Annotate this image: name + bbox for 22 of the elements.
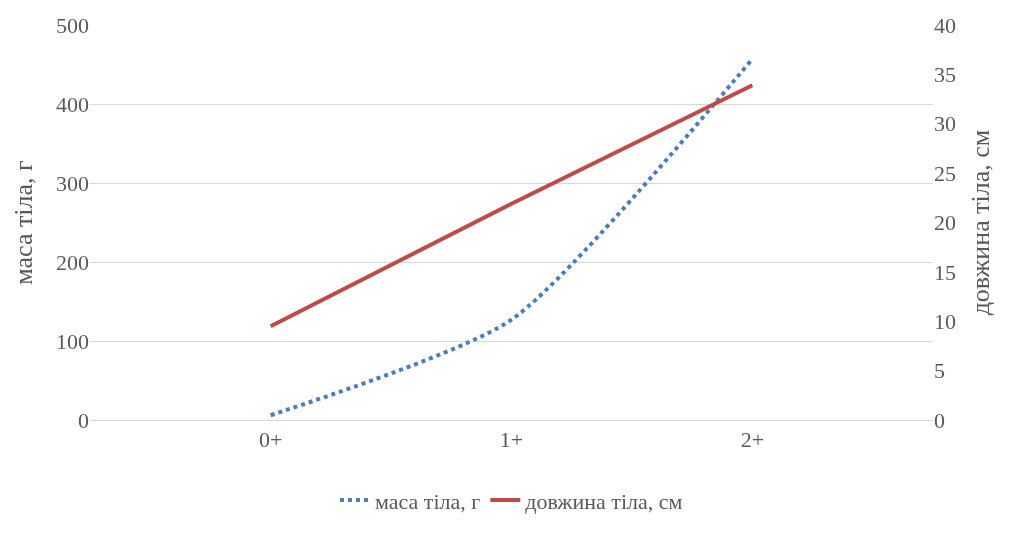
y2-axis-title: довжина тіла, см xyxy=(965,129,995,316)
y2-tick-label: 15 xyxy=(934,259,956,285)
y-tick-label: 200 xyxy=(56,249,89,275)
y2-tick-label: 35 xyxy=(934,62,956,88)
y2-tick-label: 40 xyxy=(934,12,956,38)
y-tick-label: 100 xyxy=(56,328,89,354)
y2-tick-label: 30 xyxy=(934,111,956,137)
y-tick-label: 300 xyxy=(56,170,89,196)
legend-label: довжина тіла, см xyxy=(525,488,683,514)
y-tick-label: 500 xyxy=(56,12,89,38)
y2-tick-label: 10 xyxy=(934,308,956,334)
y2-tick-label: 0 xyxy=(934,407,945,433)
y-tick-label: 0 xyxy=(78,407,89,433)
y2-tick-label: 5 xyxy=(934,358,945,384)
y2-tick-label: 25 xyxy=(934,160,956,186)
y2-tick-label: 20 xyxy=(934,210,956,236)
x-tick-label: 1+ xyxy=(499,427,524,453)
y-axis-title: маса тіла, г xyxy=(9,160,39,285)
x-tick-label: 2+ xyxy=(740,427,765,453)
legend-label: маса тіла, г xyxy=(375,488,481,514)
y-tick-label: 400 xyxy=(56,91,89,117)
x-tick-label: 0+ xyxy=(258,427,283,453)
